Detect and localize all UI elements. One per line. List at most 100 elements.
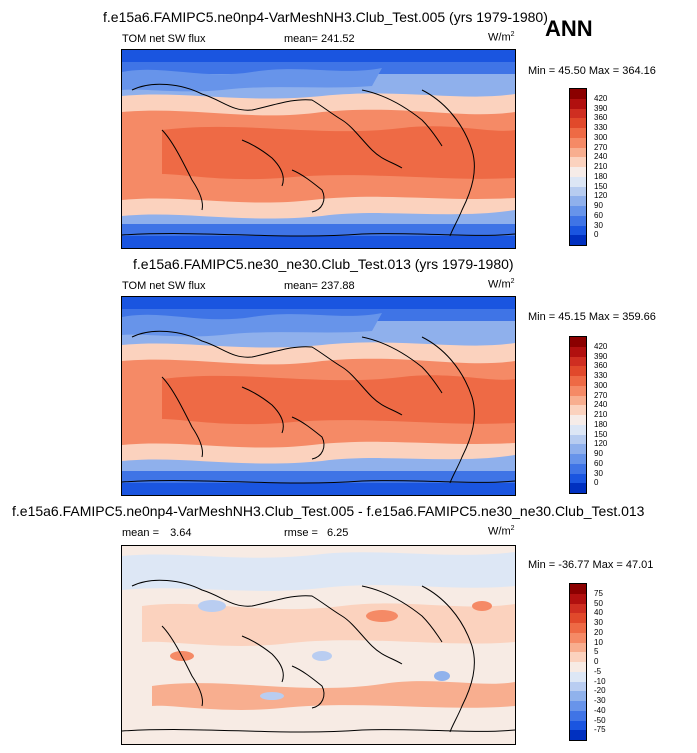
panel2-colorbar bbox=[569, 336, 587, 494]
panel3-tropics-band bbox=[142, 603, 515, 646]
panel2-mean-label: mean= bbox=[284, 280, 318, 292]
panel2-title: f.e15a6.FAMIPC5.ne30_ne30.Club_Test.013 … bbox=[133, 256, 514, 272]
panel3-tick: -30 bbox=[594, 696, 606, 705]
panel1-tick: 30 bbox=[594, 221, 603, 230]
panel3-red-patch bbox=[366, 610, 398, 622]
panel2-mean: mean= 237.88 bbox=[284, 280, 355, 292]
panel1-colorbar-bin bbox=[570, 128, 586, 138]
panel3-tick: -40 bbox=[594, 706, 606, 715]
panel2-coastlines bbox=[122, 330, 515, 484]
panel2-tick: 240 bbox=[594, 400, 608, 409]
panel3-colorbar bbox=[569, 583, 587, 741]
panel1-variable-label: TOM net SW flux bbox=[122, 33, 206, 45]
season-label: ANN bbox=[545, 16, 593, 41]
panel2-colorbar-bin bbox=[570, 405, 586, 415]
panel2-tick: 360 bbox=[594, 361, 608, 370]
panel2-colorbar-bin bbox=[570, 366, 586, 376]
panel1-colorbar-bin bbox=[570, 118, 586, 128]
panel2-tick: 150 bbox=[594, 430, 608, 439]
panel3-tick: 75 bbox=[594, 589, 603, 598]
panel2-map bbox=[121, 296, 516, 496]
panel2-units-sup: 2 bbox=[510, 278, 515, 285]
panel1-max-label: Max = bbox=[588, 65, 620, 77]
panel2-tick: 60 bbox=[594, 459, 603, 468]
panel2-colorbar-bin bbox=[570, 415, 586, 425]
panel1-colorbar-bin bbox=[570, 176, 586, 187]
panel2-colorbar-bin bbox=[570, 395, 586, 406]
panel3-units-text: W/m bbox=[488, 525, 511, 538]
panel2-colorbar-bin bbox=[570, 376, 586, 386]
panel3-minmax: Min = -36.77 Max = 47.01 bbox=[528, 559, 653, 571]
panel3-colorbar-bin bbox=[570, 691, 586, 701]
panel2-min-label: Min = bbox=[528, 311, 556, 323]
panel1-band-5 bbox=[162, 126, 515, 180]
panel1-colorbar-bin bbox=[570, 235, 586, 245]
panel3-tick: 10 bbox=[594, 638, 603, 647]
panel2-colorbar-bin bbox=[570, 444, 586, 454]
panel3-min-label: Min = bbox=[528, 559, 556, 571]
panel1-units-sup: 2 bbox=[510, 31, 515, 38]
panel2-tick: 210 bbox=[594, 410, 608, 419]
panel1-min-label: Min = bbox=[528, 65, 556, 77]
panel3-tick: 5 bbox=[594, 647, 599, 656]
panel3-blue-patch bbox=[312, 651, 332, 661]
panel2-colorbar-bin bbox=[570, 385, 586, 396]
panel2-tick: 90 bbox=[594, 449, 603, 458]
panel1-colorbar-bin bbox=[570, 89, 586, 99]
panel1-mean: mean= 241.52 bbox=[284, 33, 355, 45]
panel3-coastlines bbox=[122, 579, 515, 733]
panel3-colorbar-bin bbox=[570, 730, 586, 740]
panel2-band-5 bbox=[162, 375, 515, 425]
panel2-tick: 120 bbox=[594, 439, 608, 448]
panel1-units: W/m2 bbox=[488, 31, 515, 44]
panel2-colorbar-bin bbox=[570, 356, 586, 367]
panel2-mean-value: 237.88 bbox=[321, 280, 355, 292]
panel1-tick: 270 bbox=[594, 143, 608, 152]
panel1-colorbar-bin bbox=[570, 167, 586, 177]
panel2-colorbar-bin bbox=[570, 473, 586, 484]
panel3-units: W/m2 bbox=[488, 525, 515, 538]
panel3-max-label: Max = bbox=[592, 559, 623, 571]
panel1-colorbar-bin bbox=[570, 108, 586, 119]
panel3-red-patch bbox=[472, 601, 492, 611]
panel2-colorbar-bin bbox=[570, 434, 586, 445]
panel3-colorbar-bin bbox=[570, 652, 586, 662]
panel3-colorbar-bin bbox=[570, 720, 586, 731]
panel3-colorbar-bin bbox=[570, 681, 586, 692]
panel2-tick: 0 bbox=[594, 478, 599, 487]
panel1-title: f.e15a6.FAMIPC5.ne0np4-VarMeshNH3.Club_T… bbox=[103, 9, 548, 25]
panel3-mean-value: 3.64 bbox=[170, 527, 192, 539]
panel2-tick: 420 bbox=[594, 342, 608, 351]
panel1-minmax: Min = 45.50 Max = 364.16 bbox=[528, 65, 656, 77]
panel3-title: f.e15a6.FAMIPC5.ne0np4-VarMeshNH3.Club_T… bbox=[12, 503, 645, 519]
panel2-nh-clouds bbox=[122, 313, 382, 337]
panel3-colorbar-bin bbox=[570, 671, 586, 682]
panel3-tick: -5 bbox=[594, 667, 602, 676]
panel1-tick: 60 bbox=[594, 211, 603, 220]
panel3-max-value: 47.01 bbox=[625, 559, 654, 571]
panel3-colorbar-bin bbox=[570, 662, 586, 672]
panel1-tick: 360 bbox=[594, 113, 608, 122]
panel1-mean-value: 241.52 bbox=[321, 33, 355, 45]
panel3-rmse-label: rmse = bbox=[284, 527, 318, 539]
panel2-tick: 390 bbox=[594, 352, 608, 361]
panel3-sh-band bbox=[152, 681, 515, 710]
panel3-rmse: rmse = 6.25 bbox=[284, 527, 348, 539]
panel2-tick: 180 bbox=[594, 420, 608, 429]
panel2-max-label: Max = bbox=[588, 311, 620, 323]
panel1-tick: 390 bbox=[594, 104, 608, 113]
panel1-map bbox=[121, 49, 516, 249]
panel3-tick: -50 bbox=[594, 716, 606, 725]
panel1-tick: 300 bbox=[594, 133, 608, 142]
panel3-tick: 0 bbox=[594, 657, 599, 666]
panel2-max-value: 359.66 bbox=[622, 311, 656, 323]
panel3-tick: -20 bbox=[594, 686, 606, 695]
panel1-tick: 180 bbox=[594, 172, 608, 181]
panel2-colorbar-bin bbox=[570, 424, 586, 435]
panel1-colorbar-bin bbox=[570, 137, 586, 148]
panel3-tick: 50 bbox=[594, 599, 603, 608]
panel2-colorbar-bin bbox=[570, 337, 586, 347]
panel2-variable-label: TOM net SW flux bbox=[122, 280, 206, 292]
panel3-mean-label: mean = bbox=[122, 527, 159, 539]
panel2-colorbar-bin bbox=[570, 346, 586, 357]
